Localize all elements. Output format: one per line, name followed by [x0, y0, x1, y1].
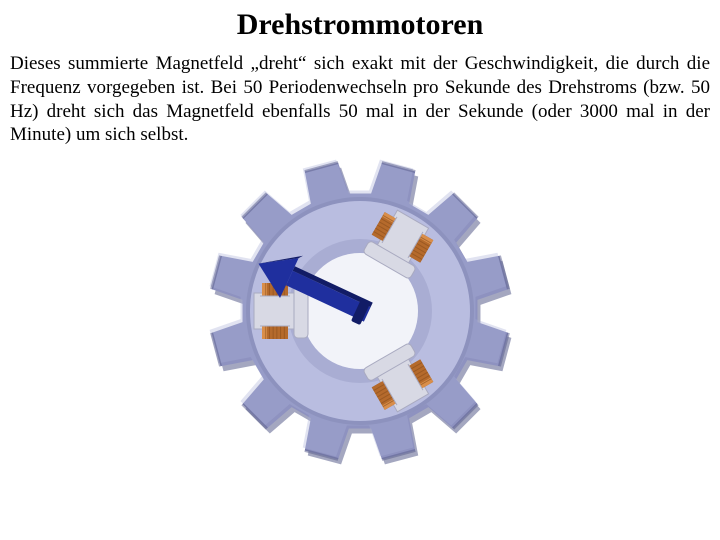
- motor-gear-diagram: [200, 151, 520, 471]
- slide-page: Drehstrommotoren Dieses summierte Magnet…: [0, 0, 720, 540]
- figure-container: [10, 151, 710, 471]
- body-paragraph: Dieses summierte Magnetfeld „dreht“ sich…: [10, 52, 710, 147]
- page-title: Drehstrommotoren: [10, 8, 710, 42]
